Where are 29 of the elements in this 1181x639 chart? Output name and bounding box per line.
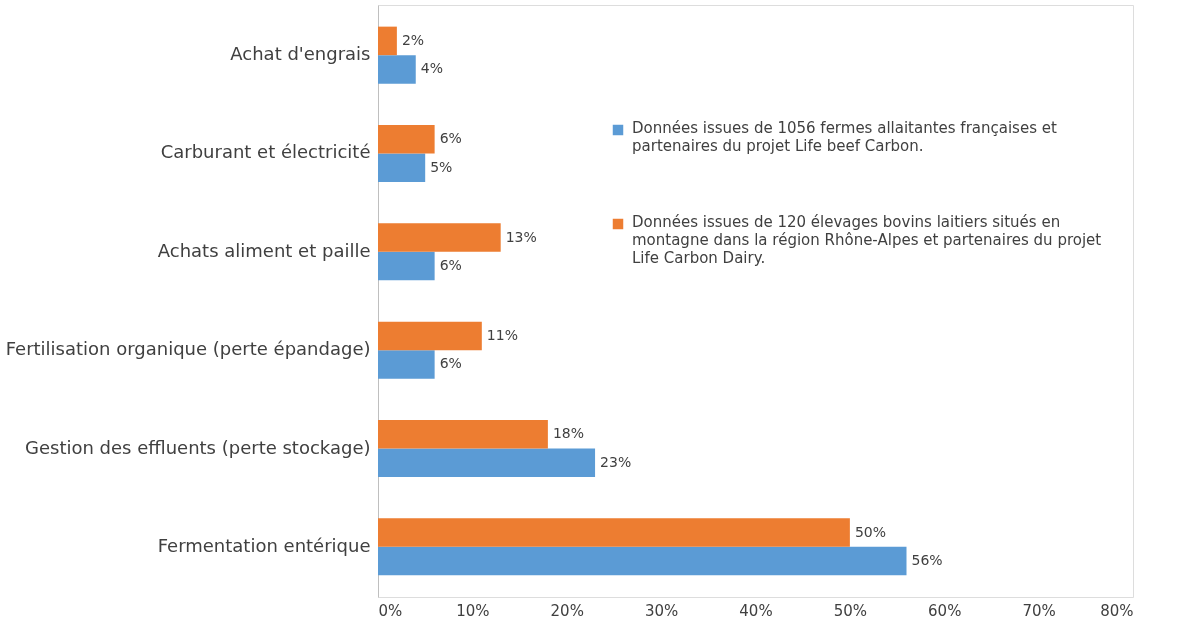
x-tick-label: 20% — [550, 601, 584, 620]
y-tick-label: Fertilisation organique (perte épandage) — [5, 338, 371, 360]
data-label: 13% — [505, 228, 537, 245]
legend-label: Données issues de 120 élevages bovins laitiers situés en montagne dans la région Rhône-Alpes et partenaires du projet Life Carbon Dairy. — [632, 213, 1102, 267]
x-tick-label: 10% — [456, 601, 490, 620]
legend-label: Données issues de 1056 fermes allaitantes françaises et partenaires du projet Life beef Carbon. — [632, 119, 1057, 155]
x-tick-label: 0% — [378, 601, 403, 620]
y-tick-label: Achats aliment et paille — [157, 239, 371, 261]
y-tick-label: Carburant et électricité — [160, 141, 371, 163]
x-tick-label: 50% — [833, 601, 868, 620]
data-label: 23% — [600, 453, 632, 470]
x-tick-label: 70% — [1022, 601, 1056, 620]
data-label: 4% — [420, 60, 443, 77]
data-label: 5% — [430, 158, 453, 175]
x-tick-label: 30% — [644, 601, 679, 620]
data-label: 56% — [911, 552, 943, 569]
x-tick-label: 60% — [928, 601, 962, 620]
data-label: 18% — [552, 425, 584, 442]
data-label: 6% — [439, 257, 462, 274]
data-label: 6% — [439, 355, 462, 372]
data-label: 6% — [439, 130, 462, 147]
data-label: 50% — [854, 523, 886, 540]
y-tick-label: Achat d'engrais — [230, 43, 371, 65]
data-label: 11% — [486, 326, 518, 343]
y-tick-label: Gestion des effluents (perte stockage) — [24, 436, 371, 458]
x-tick-label: 40% — [739, 601, 773, 620]
data-label: 2% — [401, 31, 425, 48]
y-tick-label: Fermentation entérique — [157, 534, 371, 556]
x-tick-label: 80% — [1100, 601, 1134, 620]
